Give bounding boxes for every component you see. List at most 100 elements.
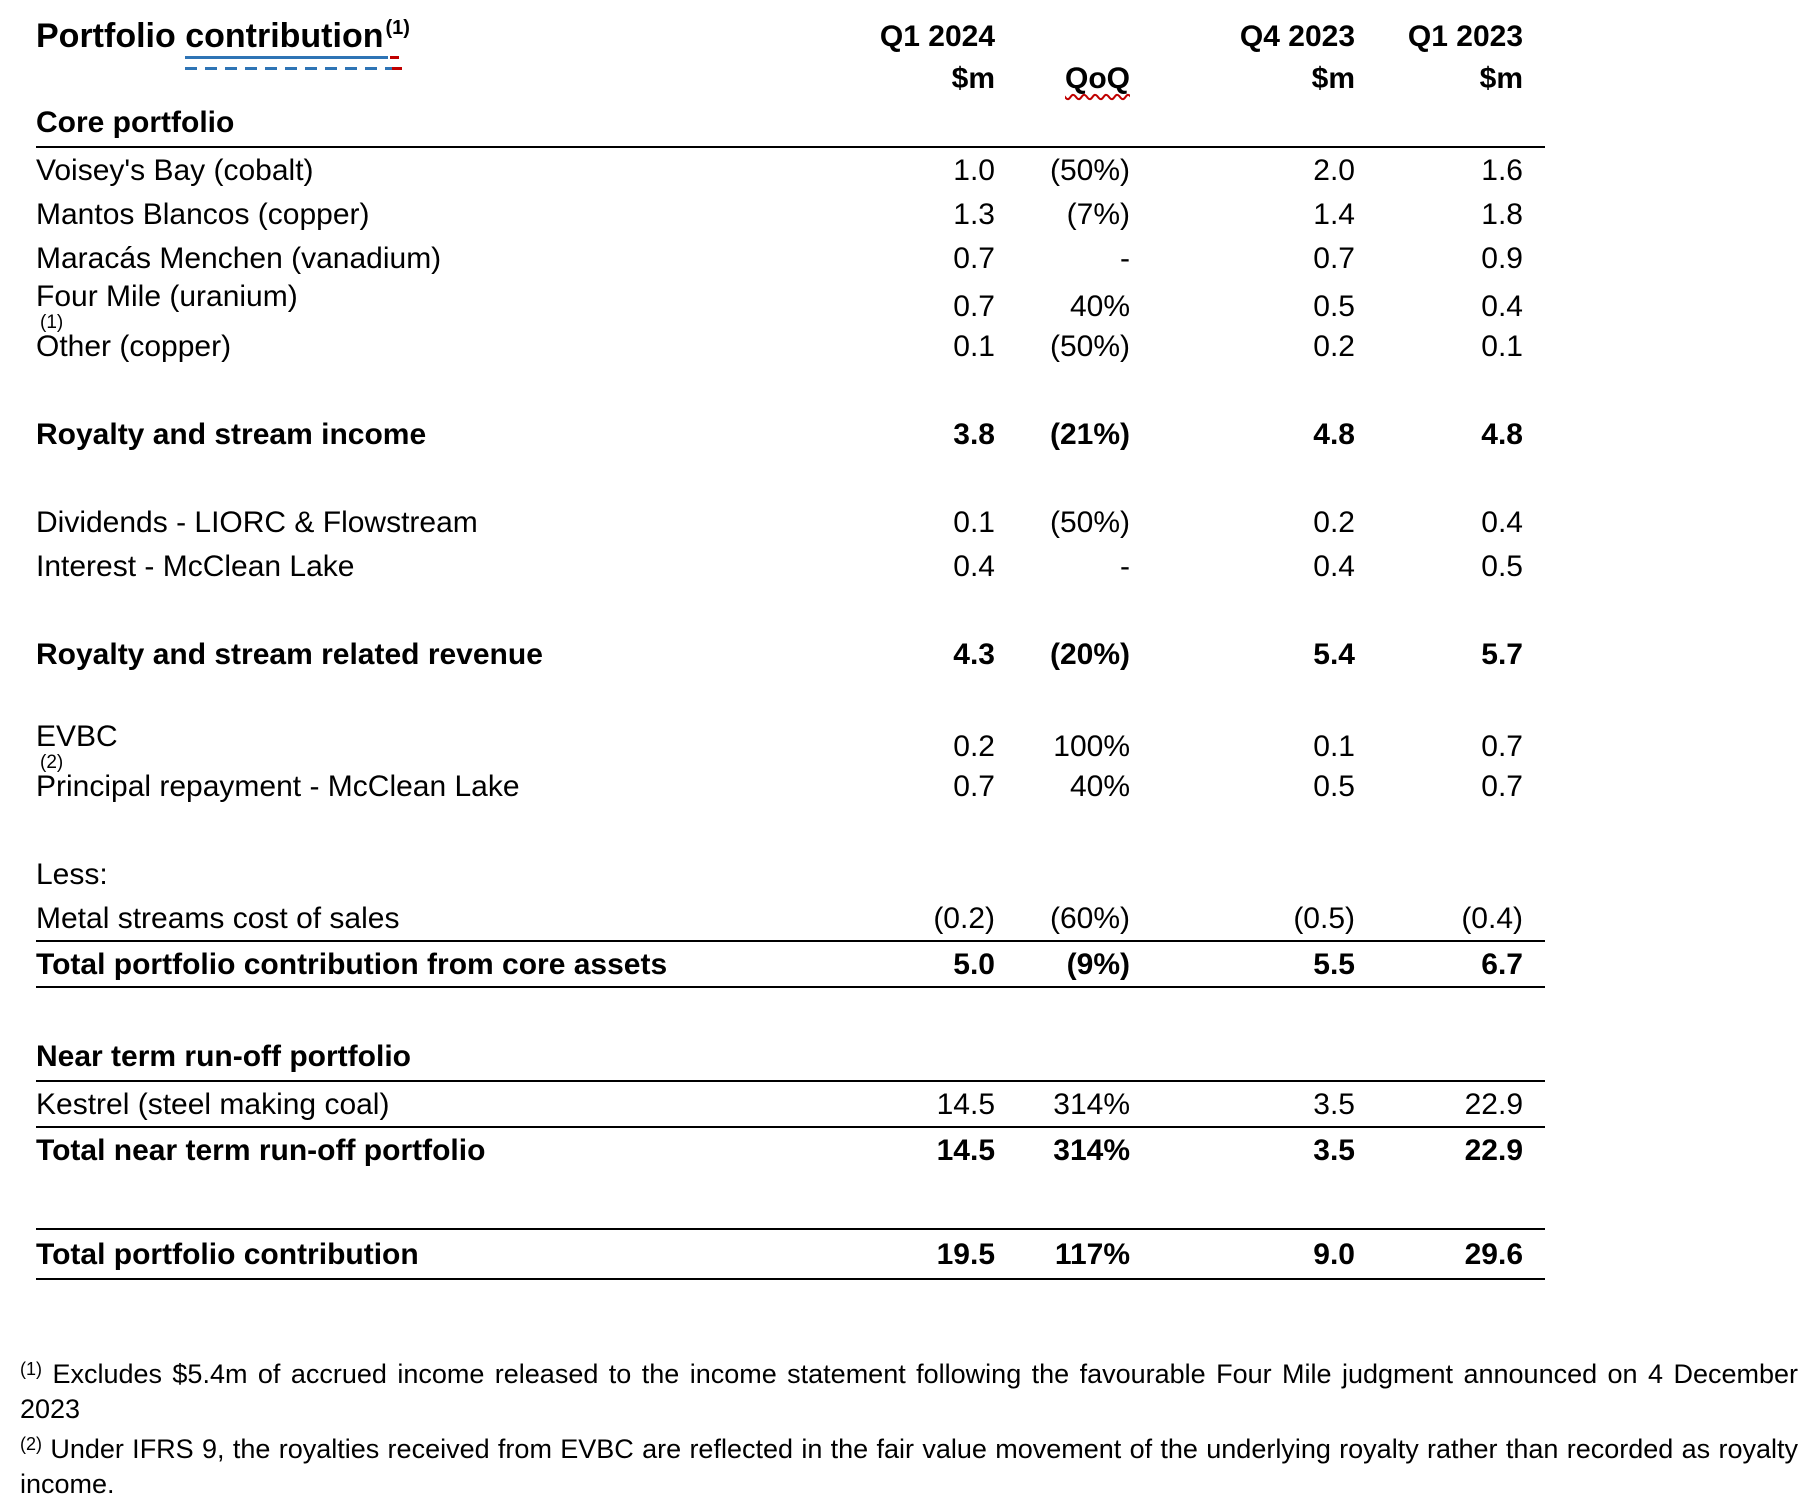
row-footnote-marker: (1): [40, 312, 64, 333]
cell-qoq: (50%): [1049, 329, 1130, 363]
table-row: Dividends - LIORC & Flowstream 0.1 (50%) 0.…: [36, 500, 1545, 544]
table-row: Other (copper) 0.1 (50%) 0.2 0.1: [36, 324, 1545, 368]
table-row: EVBC (2) 0.2 100% 0.1 0.7: [36, 720, 1545, 773]
cell-q1-2024: 0.1: [953, 329, 995, 363]
cell-q1-2024: 5.0: [953, 947, 995, 981]
table-row: Mantos Blancos (copper) 1.3 (7%) 1.4 1.8: [36, 192, 1545, 236]
row-label: Principal repayment - McClean Lake: [36, 769, 520, 803]
table-row: Royalty and stream income 3.8 (21%) 4.8 4.8: [36, 412, 1545, 456]
cell-q1-2023: 29.6: [1464, 1237, 1523, 1271]
cell-q1-2023: 0.4: [1481, 290, 1523, 324]
table-row: Maracás Menchen (vanadium) 0.7 - 0.7 0.9: [36, 236, 1545, 280]
cell-q1-2024: (0.2): [933, 901, 995, 935]
cell-q1-2024: 3.8: [953, 417, 995, 451]
row-label: Total portfolio contribution: [36, 1237, 419, 1271]
cell-q1-2024: 0.1: [953, 505, 995, 539]
table-row: Interest - McClean Lake 0.4 - 0.4 0.5: [36, 544, 1545, 588]
row-label: Other (copper): [36, 329, 232, 363]
table-row: Voisey's Bay (cobalt) 1.0 (50%) 2.0 1.6: [36, 148, 1545, 192]
table-row: Metal streams cost of sales (0.2) (60%) (0.…: [36, 896, 1545, 942]
table-row: [36, 808, 1545, 852]
footnote-2-text: Under IFRS 9, the royalties received fro…: [20, 1434, 1798, 1499]
table-row: [36, 456, 1545, 500]
cell-q4-2023: 0.2: [1313, 505, 1355, 539]
row-label: EVBC (2): [36, 720, 770, 774]
cell-q1-2024: 1.3: [953, 197, 995, 231]
table-row: Total portfolio contribution 19.5 117% 9.0 2…: [36, 1228, 1545, 1280]
table-row: [36, 1172, 1545, 1228]
row-label: Core portfolio: [36, 105, 235, 139]
page-title: Portfolio contribution (1): [36, 16, 770, 71]
row-label: Mantos Blancos (copper): [36, 197, 370, 231]
cell-q1-2023: 1.6: [1481, 153, 1523, 187]
table-rows: Core portfolio Voisey's Bay (cobalt) 1.0 (5…: [36, 98, 1545, 1280]
cell-qoq: -: [1120, 549, 1130, 583]
row-label: Less:: [36, 857, 108, 891]
row-label: Metal streams cost of sales: [36, 901, 400, 935]
cell-q1-2023: 22.9: [1464, 1087, 1523, 1121]
title-underlined-word: contribution: [185, 17, 402, 71]
column-header-q1-2024: Q1 2024: [879, 19, 995, 53]
cell-q1-2023: 0.7: [1481, 769, 1523, 803]
cell-q1-2023: 0.5: [1481, 549, 1523, 583]
cell-qoq: (50%): [1049, 153, 1130, 187]
cell-q4-2023: 2.0: [1313, 153, 1355, 187]
cell-q4-2023: 0.1: [1313, 730, 1355, 764]
cell-q4-2023: 0.4: [1313, 549, 1355, 583]
cell-q1-2023: 0.4: [1481, 505, 1523, 539]
cell-q1-2024: 0.7: [953, 241, 995, 275]
table-row: [36, 676, 1545, 720]
table-row: Core portfolio: [36, 98, 1545, 148]
table-row: Kestrel (steel making coal) 14.5 314% 3.5 22…: [36, 1082, 1545, 1128]
table-row: Less:: [36, 852, 1545, 896]
portfolio-contribution-table: Portfolio contribution (1) Q1 2024 Q4 202…: [36, 10, 1545, 1306]
cell-qoq: 314%: [1053, 1087, 1130, 1121]
blue-dashed-underline: [185, 67, 402, 71]
table-row: Royalty and stream related revenue 4.3 (20…: [36, 632, 1545, 676]
cell-q4-2023: 3.5: [1313, 1087, 1355, 1121]
row-label: Four Mile (uranium) (1): [36, 280, 770, 334]
cell-qoq: (20%): [1049, 637, 1130, 671]
cell-qoq: 117%: [1054, 1237, 1130, 1271]
cell-q4-2023: 9.0: [1313, 1237, 1355, 1271]
cell-q1-2023: 1.8: [1481, 197, 1523, 231]
cell-q1-2024: 0.2: [953, 730, 995, 764]
cell-q4-2023: 5.4: [1313, 637, 1355, 671]
table-row: Four Mile (uranium) (1) 0.7 40% 0.5 0.4: [36, 280, 1545, 333]
column-header-q1-2023: Q1 2023: [1407, 19, 1523, 53]
table-row: Near term run-off portfolio: [36, 1032, 1545, 1082]
row-label: Kestrel (steel making coal): [36, 1087, 390, 1121]
cell-q4-2023: 0.2: [1313, 329, 1355, 363]
cell-q4-2023: 0.5: [1313, 769, 1355, 803]
title-prefix: Portfolio: [36, 16, 186, 55]
table-row: [36, 368, 1545, 412]
table-header-row-2: $m QoQ $m $m: [36, 58, 1545, 98]
cell-q1-2024: 1.0: [953, 153, 995, 187]
unit-label-q1-2023: $m: [1479, 61, 1523, 95]
row-label: Total near term run-off portfolio: [36, 1133, 486, 1167]
column-header-q4-2023: Q4 2023: [1239, 19, 1355, 53]
unit-label-qoq: QoQ: [1065, 61, 1130, 95]
unit-label-q4-2023: $m: [1311, 61, 1355, 95]
cell-q1-2024: 14.5: [936, 1133, 995, 1167]
cell-q1-2023: 0.1: [1481, 329, 1523, 363]
cell-q1-2024: 0.7: [953, 769, 995, 803]
cell-q1-2024: 0.4: [953, 549, 995, 583]
cell-q1-2023: 0.7: [1481, 730, 1523, 764]
row-label: Interest - McClean Lake: [36, 549, 355, 583]
table-row: [36, 988, 1545, 1032]
row-label: Royalty and stream related revenue: [36, 637, 543, 671]
table-header-row-1: Portfolio contribution (1) Q1 2024 Q4 202…: [36, 14, 1545, 71]
footnote-1-marker: (1): [20, 1359, 42, 1379]
cell-qoq: (21%): [1049, 417, 1130, 451]
footnote-2: (2) Under IFRS 9, the royalties received…: [20, 1427, 1798, 1502]
cell-qoq: (50%): [1049, 505, 1130, 539]
table-row: Principal repayment - McClean Lake 0.7 40%…: [36, 764, 1545, 808]
cell-q4-2023: 3.5: [1313, 1133, 1355, 1167]
cell-q1-2023: 5.7: [1481, 637, 1523, 671]
footnotes: (1) Excludes $5.4m of accrued income rel…: [20, 1352, 1798, 1502]
cell-q1-2023: 4.8: [1481, 417, 1523, 451]
cell-qoq: 314%: [1053, 1133, 1130, 1167]
row-label: Total portfolio contribution from core a…: [36, 947, 668, 981]
